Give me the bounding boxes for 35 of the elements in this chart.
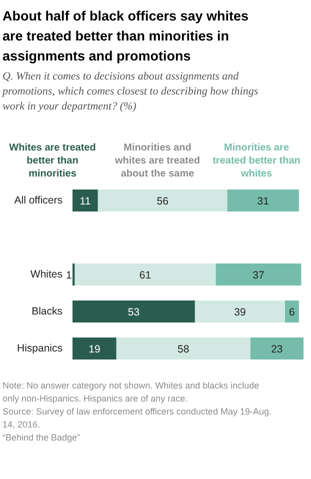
- bar: [72, 300, 195, 322]
- series-label: Minorities are treated better than whites: [212, 142, 300, 180]
- text: “Behind the Badge”: [2, 432, 80, 442]
- data-label: 37: [252, 270, 264, 282]
- bar: [116, 338, 250, 360]
- data-label: 23: [271, 344, 283, 356]
- y-tick-label: Whites: [30, 268, 63, 280]
- bar: [285, 300, 299, 322]
- bar: [72, 190, 98, 212]
- bar: [250, 338, 304, 360]
- data-label: 39: [234, 306, 246, 318]
- bar: [98, 190, 228, 212]
- bar: [74, 264, 216, 286]
- data-label: 1: [66, 270, 72, 282]
- y-tick-label: Hispanics: [16, 342, 63, 354]
- bar: [72, 338, 116, 360]
- data-label: 58: [178, 344, 190, 356]
- data-label: 6: [289, 306, 296, 318]
- data-label: 19: [88, 344, 100, 356]
- y-tick-label: All officers: [14, 194, 63, 206]
- source-note: Source: Survey of law enforcement officers conducted May 19-Aug. 14, 2016.: [2, 406, 272, 430]
- data-label: 11: [80, 196, 91, 208]
- data-label: 53: [128, 306, 140, 318]
- data-label: 56: [156, 196, 169, 208]
- series-label: Minorities and whites are treated about the same: [114, 142, 200, 180]
- chart-title: About half of black officers say whites are treated better than minorities in assignments and promotions: [2, 8, 249, 64]
- bar: [227, 190, 299, 212]
- series-label: Whites are treated better than minorities: [9, 142, 96, 180]
- text: Note: No answer category not shown. Whites and blacks include only non-Hispanics. Hispanics are of any race.: [2, 380, 260, 404]
- data-label: 61: [139, 270, 152, 282]
- chart-subtitle: Q. When it comes to decisions about assignments and promotions, which comes closest to describing how things work in your department? (%): [2, 70, 258, 112]
- data-label: 31: [257, 196, 270, 208]
- bar: [216, 264, 302, 286]
- bar: [194, 300, 286, 322]
- y-tick-label: Blacks: [32, 306, 63, 318]
